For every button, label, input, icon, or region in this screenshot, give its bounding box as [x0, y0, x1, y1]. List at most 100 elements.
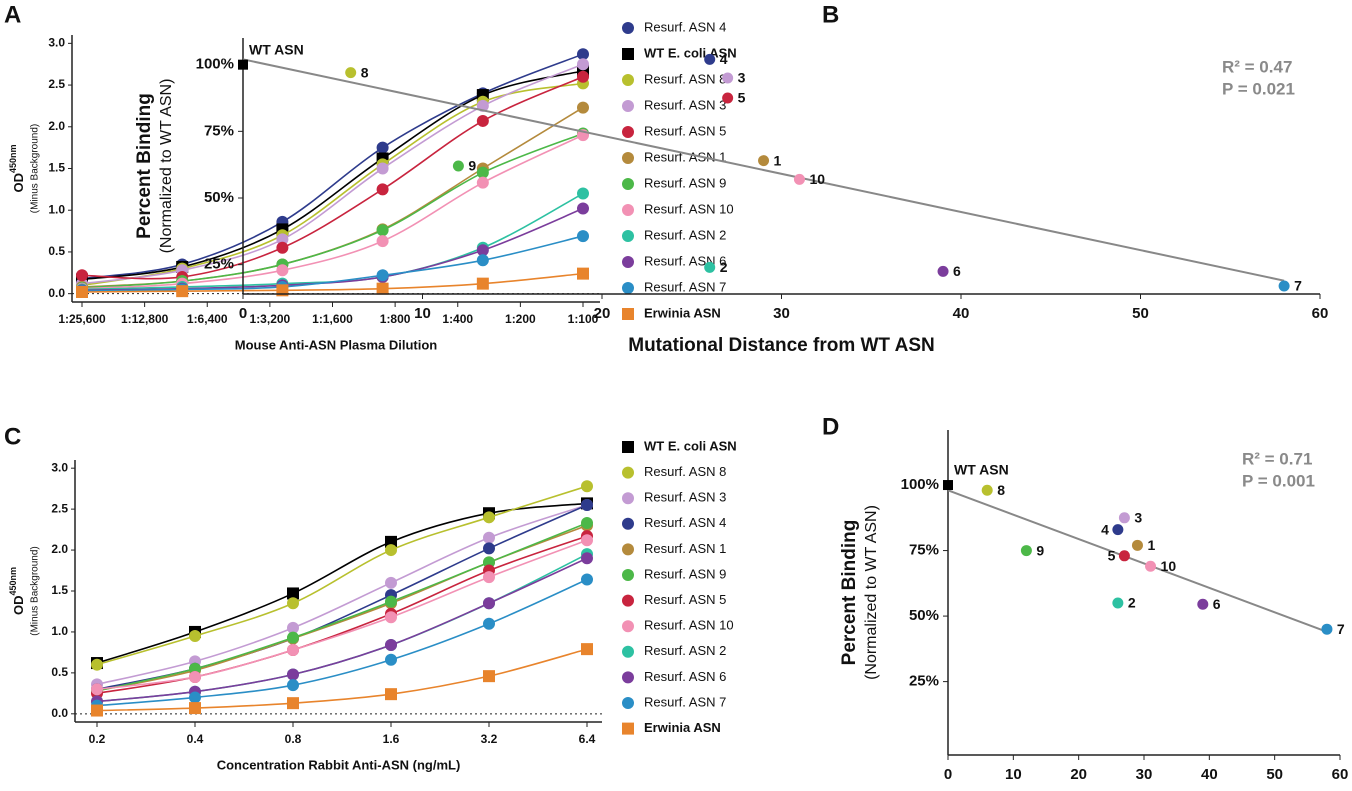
legend-marker — [622, 22, 634, 34]
marker — [581, 534, 593, 547]
x-tick-label: 3.2 — [481, 732, 498, 746]
x-axis-title: Mutational Distance from WT ASN — [628, 335, 934, 356]
y-axis-note: (Normalized to WT ASN) — [158, 79, 175, 254]
marker — [1118, 512, 1130, 524]
legend-label: Resurf. ASN 1 — [644, 149, 726, 164]
marker — [476, 244, 489, 257]
panel-letter: D — [822, 413, 839, 440]
x-tick-label: 50 — [1132, 305, 1149, 322]
marker — [287, 597, 299, 610]
y-tick-label: 1.0 — [51, 624, 68, 638]
marker — [577, 101, 589, 114]
y-tick-label: 2.0 — [51, 542, 68, 556]
point-label: 1 — [1147, 537, 1155, 553]
marker — [385, 595, 397, 608]
point-label: 6 — [1213, 596, 1221, 612]
panel-letter: A — [4, 1, 21, 28]
marker — [287, 587, 299, 600]
y-tick-label: 50% — [909, 607, 939, 624]
legend-label: Resurf. ASN 4 — [644, 515, 726, 530]
marker — [287, 668, 299, 681]
fit-curve — [96, 557, 588, 703]
y-tick-label: 25% — [204, 256, 234, 273]
marker — [452, 160, 464, 172]
marker — [577, 58, 589, 71]
marker — [287, 643, 299, 656]
marker — [722, 72, 734, 84]
x-tick-label: 1:100 — [568, 312, 599, 326]
marker — [1020, 545, 1032, 557]
y-axis-title-main: OD — [11, 173, 26, 193]
legend-marker — [622, 282, 634, 294]
marker — [176, 285, 189, 298]
legend-marker — [622, 466, 634, 479]
marker — [287, 679, 299, 692]
marker — [376, 162, 389, 175]
fit-curve — [96, 504, 588, 686]
trend-line — [947, 489, 1328, 633]
y-tick-label: 0.0 — [48, 286, 65, 300]
y-axis-title-sup: 450nm — [8, 144, 18, 173]
marker — [1278, 280, 1290, 292]
annotation: R² = 0.47 — [1222, 57, 1292, 76]
point-label: WT ASN — [954, 462, 1009, 478]
legend-marker — [622, 152, 634, 164]
y-axis-title: Percent Binding — [839, 520, 860, 666]
y-tick-label: 3.0 — [48, 36, 65, 50]
marker — [91, 704, 103, 717]
legend-label: Resurf. ASN 7 — [644, 694, 726, 709]
legend-marker — [622, 569, 634, 581]
legend-marker — [622, 697, 634, 709]
marker — [385, 688, 397, 701]
marker — [483, 670, 495, 683]
x-tick-label: 1:3,200 — [250, 312, 291, 326]
x-tick-label: 1:800 — [380, 312, 411, 326]
legend-label: Resurf. ASN 6 — [644, 669, 726, 684]
annotation: P = 0.021 — [1222, 79, 1295, 98]
marker — [577, 202, 589, 215]
x-tick-label: 1:25,600 — [58, 312, 106, 326]
y-axis-title: OD450nm — [8, 567, 26, 615]
y-axis-note: (Normalized to WT ASN) — [863, 505, 880, 680]
x-tick-label: 0.4 — [187, 732, 204, 746]
x-tick-label: 0.8 — [285, 732, 302, 746]
marker — [189, 691, 201, 704]
x-tick-label: 1.6 — [383, 732, 400, 746]
marker — [758, 155, 770, 167]
marker — [189, 670, 201, 683]
marker — [287, 631, 299, 644]
legend-marker — [622, 204, 634, 216]
fit-curve — [81, 53, 584, 280]
y-tick-label: 100% — [196, 56, 234, 73]
fit-curve — [81, 63, 584, 285]
marker — [581, 573, 593, 586]
x-tick-label: 30 — [773, 305, 790, 322]
fit-curve — [81, 70, 584, 281]
panel-letter: B — [822, 1, 839, 28]
legend-marker — [622, 178, 634, 190]
point-label: 2 — [720, 259, 728, 275]
point-label: 1 — [774, 152, 782, 168]
marker — [483, 511, 495, 524]
marker — [91, 683, 103, 696]
marker — [483, 542, 495, 555]
x-tick-label: 1:200 — [505, 312, 536, 326]
fit-curve — [81, 134, 584, 290]
marker — [476, 176, 489, 189]
marker — [581, 480, 593, 493]
marker — [385, 653, 397, 666]
y-tick-label: 3.0 — [51, 460, 68, 474]
legend-label: Resurf. ASN 9 — [644, 175, 726, 190]
y-tick-label: 2.5 — [48, 77, 65, 91]
marker — [1197, 598, 1209, 610]
fit-curve — [96, 524, 588, 692]
point-label: 8 — [361, 64, 369, 80]
y-axis-title: OD450nm — [8, 144, 26, 192]
fit-curve — [81, 132, 584, 289]
point-label: 7 — [1337, 621, 1345, 637]
legend-label: Resurf. ASN 2 — [644, 227, 726, 242]
x-tick-label: 20 — [594, 305, 611, 322]
marker — [276, 264, 289, 277]
x-tick-label: 0 — [944, 766, 952, 783]
y-axis-title-main: OD — [11, 596, 26, 616]
